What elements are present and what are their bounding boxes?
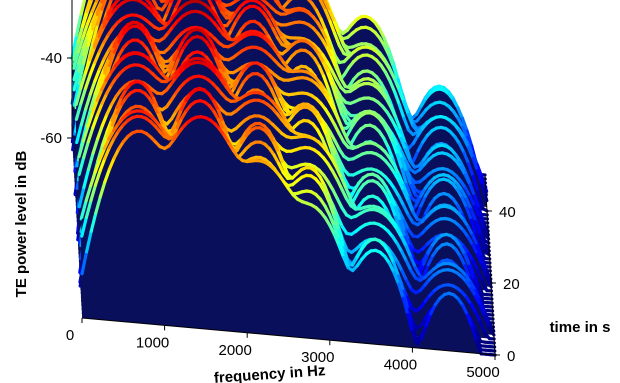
y-tick-label: 40 xyxy=(499,204,516,221)
y-axis-label: time in s xyxy=(550,319,611,336)
z-tick-label: -40 xyxy=(40,50,62,67)
x-tick-label: 0 xyxy=(66,327,74,344)
y-tick-label: 0 xyxy=(507,348,515,365)
x-tick-label: 1000 xyxy=(136,334,169,351)
surface-plot xyxy=(72,0,495,355)
x-tick-label: 4000 xyxy=(384,357,417,374)
x-tick-label: 2000 xyxy=(219,342,252,359)
z-axis-label: TE power level in dB xyxy=(13,150,30,297)
x-axis-label: frequency in Hz xyxy=(213,362,326,383)
z-tick-label: -60 xyxy=(40,130,62,147)
y-tick-label: 20 xyxy=(503,276,520,293)
x-tick-label: 5000 xyxy=(466,364,499,381)
